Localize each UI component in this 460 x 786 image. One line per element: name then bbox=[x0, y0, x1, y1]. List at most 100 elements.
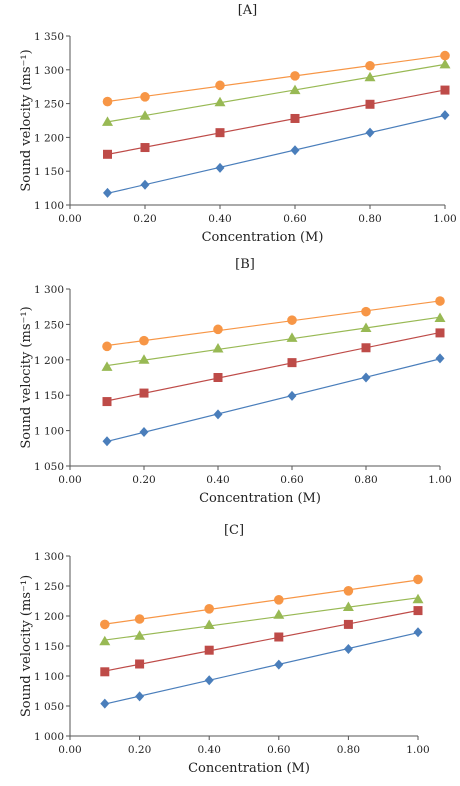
y-tick-label: 1 000 bbox=[34, 731, 64, 743]
data-point-square bbox=[139, 388, 149, 398]
data-point-triangle bbox=[134, 630, 146, 640]
data-point-triangle bbox=[364, 71, 376, 82]
y-tick-label: 1 300 bbox=[34, 284, 64, 296]
data-point-triangle bbox=[203, 619, 215, 629]
x-tick-label: 1.00 bbox=[433, 213, 456, 225]
data-point-triangle bbox=[342, 601, 354, 611]
trend-line bbox=[107, 114, 446, 194]
y-tick-label: 1 150 bbox=[34, 166, 64, 178]
data-point-square bbox=[213, 373, 223, 382]
data-point-diamond bbox=[103, 187, 112, 198]
series-red bbox=[102, 328, 445, 407]
series-orange bbox=[100, 574, 423, 630]
data-point-circle bbox=[287, 315, 297, 325]
trend-line bbox=[106, 300, 441, 347]
data-point-square bbox=[361, 343, 371, 353]
data-point-square bbox=[440, 85, 450, 95]
series-orange bbox=[102, 296, 445, 352]
data-point-diamond bbox=[274, 659, 284, 670]
data-point-square bbox=[204, 645, 214, 655]
data-point-square bbox=[140, 143, 150, 153]
y-axis-label: Sound velocity (ms⁻¹) bbox=[19, 306, 34, 448]
data-point-circle bbox=[413, 574, 423, 585]
trend-line bbox=[107, 54, 446, 103]
data-point-square bbox=[135, 659, 145, 669]
data-point-square bbox=[365, 99, 375, 109]
x-tick-label: 1.00 bbox=[406, 744, 429, 756]
data-point-diamond bbox=[140, 179, 150, 190]
x-tick-label: 0.20 bbox=[133, 213, 156, 225]
trend-line bbox=[104, 632, 419, 705]
data-point-square bbox=[274, 632, 284, 642]
y-tick-label: 1 150 bbox=[34, 390, 64, 402]
series-green bbox=[102, 58, 451, 126]
data-point-circle bbox=[102, 341, 112, 352]
data-point-square bbox=[290, 113, 300, 123]
data-point-circle bbox=[140, 92, 150, 102]
chart-title: [A] bbox=[238, 3, 258, 18]
y-tick-label: 1 050 bbox=[34, 701, 64, 713]
x-tick-label: 0.80 bbox=[354, 474, 377, 486]
x-axis-label: Concentration (M) bbox=[199, 491, 321, 506]
data-point-circle bbox=[139, 335, 149, 346]
data-point-circle bbox=[435, 296, 445, 306]
data-point-circle bbox=[102, 96, 113, 107]
data-point-diamond bbox=[365, 127, 375, 138]
data-point-diamond bbox=[287, 390, 297, 401]
data-point-circle bbox=[343, 586, 354, 596]
data-point-diamond bbox=[102, 436, 112, 447]
y-tick-label: 1 200 bbox=[34, 355, 64, 367]
y-tick-label: 1 100 bbox=[34, 671, 64, 683]
data-point-diamond bbox=[440, 110, 450, 121]
data-point-diamond bbox=[204, 675, 214, 686]
data-point-triangle bbox=[214, 96, 226, 107]
data-point-diamond bbox=[215, 162, 225, 173]
chart-title: [C] bbox=[224, 523, 244, 538]
x-axis-label: Concentration (M) bbox=[188, 761, 310, 776]
y-tick-label: 1 300 bbox=[34, 551, 64, 563]
y-tick-label: 1 250 bbox=[34, 581, 64, 593]
y-tick-label: 1 150 bbox=[34, 641, 64, 653]
trend-line bbox=[104, 597, 419, 641]
data-point-square bbox=[343, 619, 353, 629]
data-point-circle bbox=[204, 604, 214, 614]
data-point-square bbox=[215, 128, 225, 138]
series-red bbox=[103, 85, 450, 159]
data-point-square bbox=[102, 397, 112, 407]
data-point-diamond bbox=[343, 644, 353, 654]
series-blue bbox=[100, 627, 423, 709]
y-tick-label: 1 050 bbox=[34, 461, 64, 473]
y-tick-label: 1 100 bbox=[34, 200, 64, 212]
data-point-triangle bbox=[289, 84, 301, 95]
data-point-diamond bbox=[135, 691, 145, 702]
data-point-triangle bbox=[99, 635, 111, 646]
data-point-circle bbox=[100, 619, 110, 630]
series-blue bbox=[102, 353, 445, 447]
x-tick-label: 0.20 bbox=[132, 474, 155, 486]
data-point-circle bbox=[215, 80, 225, 91]
x-tick-label: 0.40 bbox=[198, 744, 221, 756]
trend-line bbox=[106, 331, 441, 402]
trend-line bbox=[107, 89, 446, 155]
y-tick-label: 1 100 bbox=[34, 426, 64, 438]
y-axis-label: Sound velocity (ms⁻¹) bbox=[19, 49, 34, 191]
x-tick-label: 0.40 bbox=[208, 213, 231, 225]
data-point-diamond bbox=[290, 145, 300, 156]
y-tick-label: 1 300 bbox=[34, 65, 64, 77]
chart-c: [C] 1 000 1 050 1 100 1 150 1 200 1 250 1 300 0.… bbox=[19, 523, 430, 776]
data-point-circle bbox=[290, 71, 300, 81]
y-tick-label: 1 200 bbox=[34, 132, 64, 144]
data-point-triangle bbox=[138, 354, 150, 364]
data-point-circle bbox=[440, 50, 450, 61]
data-point-circle bbox=[365, 60, 375, 71]
data-point-square bbox=[435, 328, 445, 338]
x-tick-label: 0.60 bbox=[280, 474, 303, 486]
x-tick-label: 0.00 bbox=[58, 213, 81, 225]
data-point-square bbox=[103, 149, 112, 159]
data-point-triangle bbox=[102, 116, 113, 126]
y-tick-label: 1 350 bbox=[34, 31, 64, 43]
data-point-diamond bbox=[435, 353, 445, 364]
data-point-triangle bbox=[439, 58, 451, 69]
data-point-triangle bbox=[360, 322, 372, 332]
